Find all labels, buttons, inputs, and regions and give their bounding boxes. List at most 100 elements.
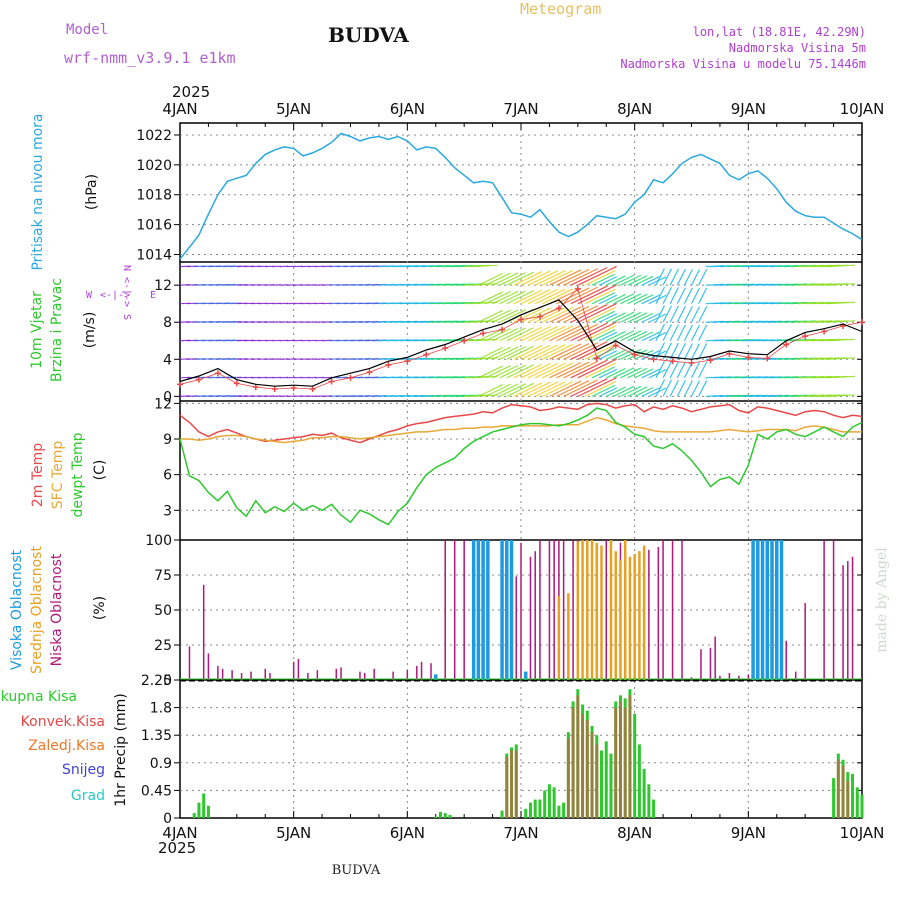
time-label-top: 7JAN [503, 100, 538, 118]
wind-arrow [598, 294, 618, 305]
precip-bar-conv_precip [585, 719, 589, 818]
wind-arrow [492, 309, 519, 323]
precip-bar-total_precip [202, 793, 206, 818]
wind-arrow [598, 331, 618, 342]
cloud-bar-low_cloud [605, 540, 607, 680]
cloud-unit: (%) [92, 596, 108, 620]
wind-arrow [499, 309, 526, 323]
wind-arrow [676, 324, 686, 342]
y-tick-label: 0.45 [141, 783, 172, 799]
cloud-bar-low_cloud [221, 668, 224, 680]
cloud-bar-low_cloud [202, 584, 205, 680]
cloud-bar-low_cloud [719, 675, 721, 680]
wind-arrow [605, 330, 626, 342]
cloud-bar-low_cloud [534, 551, 536, 680]
wind-arrow [655, 268, 666, 286]
wind-arrow [826, 283, 856, 286]
wind-ylabel-1: 10m Vjetar [29, 291, 45, 369]
wind-arrow [613, 385, 635, 397]
temperature-panel: 2m Temp SFC Temp dewpt Temp (C) 3 6 9 12 [30, 396, 863, 526]
wind-arrow [492, 346, 519, 360]
wind-arrow [471, 264, 498, 268]
wind-arrow [584, 269, 616, 286]
wind-arrow [698, 343, 708, 360]
precip-bar-total_precip [557, 805, 561, 818]
wind-arrow [690, 361, 700, 379]
wind-arrow [577, 358, 617, 379]
cloud-bar-low_cloud [648, 549, 650, 680]
wind-arrow [506, 382, 534, 397]
precip-bar-conv_precip [846, 781, 850, 818]
wind-arrow [534, 307, 566, 323]
wind-gust-line [179, 299, 863, 387]
wind-arrow [698, 306, 708, 323]
legend-conv: Konvek.Kisa [21, 714, 105, 730]
cloud-bar-low_cloud [681, 540, 683, 680]
wind-arrow [591, 310, 615, 323]
cloud-bar-low_cloud [359, 671, 361, 680]
wind-arrow [627, 293, 648, 305]
wind-arrow [620, 367, 642, 379]
wind-arrow [613, 367, 635, 379]
wind-arrow [634, 275, 654, 286]
precip-bar-total_precip [600, 750, 604, 818]
precip-bar-conv_precip [836, 759, 840, 818]
wind-arrow [591, 273, 615, 286]
wind-arrow [549, 269, 582, 286]
cloud-bar-low_cloud [804, 603, 806, 680]
wind-arrow [570, 341, 608, 360]
y-tick-label: 12 [154, 396, 172, 412]
precip-bar-total_precip [652, 799, 656, 818]
wind-arrow [826, 357, 856, 360]
time-label-top: 8JAN [617, 100, 652, 118]
cloud-bar-low_cloud [444, 540, 446, 680]
cloud-bar-mid_cloud [633, 554, 636, 680]
precip-bar-conv_precip [590, 732, 594, 818]
precip-bar-total_precip [562, 802, 566, 818]
wind-arrow [577, 284, 617, 305]
precip-bar-total_precip [443, 813, 447, 818]
precip-bar-total_precip [524, 808, 528, 818]
cloud-bar-high_cloud [756, 540, 760, 680]
cloud-bar-high_cloud [476, 540, 481, 680]
wind-arrow [605, 293, 626, 305]
wind-arrow [485, 328, 511, 342]
cloud-ylabel-mid: Srednja Oblacnost [29, 546, 45, 674]
wind-arrow [485, 272, 511, 286]
wind-arrow [534, 362, 566, 379]
cloud-bar-mid_cloud [576, 541, 580, 680]
wind-arrow [627, 386, 648, 397]
wind-arrow [478, 309, 504, 323]
elevation-label: Nadmorska Visina 5m [729, 41, 866, 55]
precip-bar-conv_precip [614, 707, 618, 818]
wind-arrow [683, 324, 693, 342]
wind-arrow [826, 394, 856, 397]
wind-arrow [683, 269, 693, 286]
wind-arrow [634, 312, 654, 323]
wind-arrow [492, 364, 519, 379]
wind-arrow [542, 325, 574, 342]
time-label-bottom: 10JAN [840, 824, 885, 842]
wind-arrow [655, 360, 666, 379]
cloud-panel: Visoka Oblacnost Srednja Oblacnost Niska… [9, 533, 862, 689]
legend-hail: Grad [71, 788, 105, 804]
wind-arrow [492, 327, 519, 342]
wind-arrow [584, 306, 616, 323]
time-label-top: 5JAN [276, 100, 311, 118]
wind-arrow [826, 264, 856, 268]
temp-ylabel-sfc: SFC Temp [50, 441, 66, 510]
cloud-ylabel-high: Visoka Oblacnost [9, 549, 25, 670]
wind-arrow [534, 344, 566, 360]
legend-snow: Snijeg [62, 762, 105, 778]
wind-arrow [605, 275, 626, 286]
cloud-bar-low_cloud [714, 636, 716, 680]
compass-n: N [121, 265, 132, 271]
y-tick-label: 4 [163, 352, 172, 368]
cloud-bar-high_cloud [505, 540, 509, 680]
cloud-bar-mid_cloud [567, 593, 570, 680]
wind-arrow [563, 323, 599, 342]
precip-bar-total_precip [855, 787, 859, 818]
wind-arrow [669, 342, 679, 360]
temp-line-dewpt [179, 407, 863, 526]
wind-arrow [542, 288, 574, 305]
